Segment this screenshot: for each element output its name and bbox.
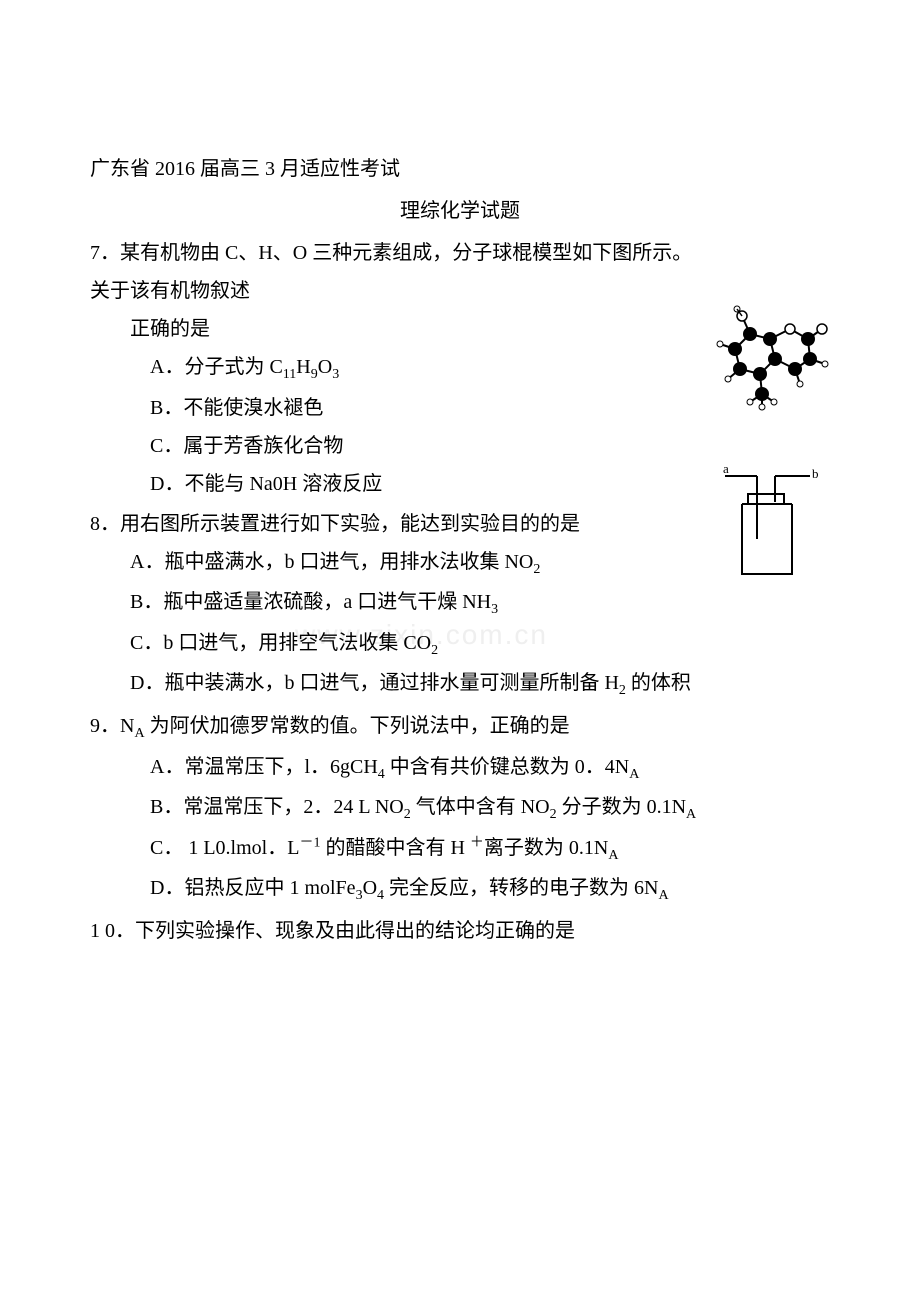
subscript: 3	[332, 367, 339, 382]
subscript: 2	[550, 807, 557, 822]
q8-option-c: C．b 口进气，用排空气法收集 CO2	[90, 624, 830, 665]
text-fragment: 的醋酸中含有 H	[320, 837, 469, 859]
text-fragment: H	[296, 356, 310, 378]
exam-title: 广东省 2016 届高三 3 月适应性考试	[90, 150, 830, 188]
label-a: a	[723, 464, 729, 476]
subscript: 4	[377, 888, 384, 903]
text-fragment: 为阿伏加德罗常数的值。下列说法中，正确的是	[145, 715, 570, 737]
subscript: 2	[404, 807, 411, 822]
q9-option-a: A．常温常压下，l．6gCH4 中含有共价键总数为 0．4NA	[90, 748, 830, 789]
question-7: 7．某有机物由 C、H、O 三种元素组成，分子球棍模型如下图所示。 关于该有机物…	[90, 234, 830, 503]
subscript: 4	[378, 767, 385, 782]
text-fragment: O	[318, 356, 332, 378]
subscript: A	[686, 807, 696, 822]
text-fragment: 分子数为 0.1N	[557, 796, 686, 818]
subscript: 2	[619, 683, 626, 698]
q8-stem: 8．用右图所示装置进行如下实验，能达到实验目的的是	[90, 505, 830, 543]
q9-option-c: C． 1 L0.lmol．L－1 的醋酸中含有 H ＋离子数为 0.1NA	[90, 829, 830, 870]
q7-option-d: D．不能与 Na0H 溶液反应	[90, 465, 830, 503]
label-b: b	[812, 466, 819, 481]
superscript: －1	[299, 835, 320, 850]
exam-subtitle: 理综化学试题	[90, 192, 830, 230]
text-fragment: A．分子式为 C	[150, 356, 283, 378]
q10-stem: 1 0．下列实验操作、现象及由此得出的结论均正确的是	[90, 912, 830, 950]
text-fragment: O	[363, 877, 377, 899]
question-10: 1 0．下列实验操作、现象及由此得出的结论均正确的是	[90, 912, 830, 950]
subscript: A	[134, 726, 144, 741]
q9-option-d: D．铝热反应中 1 molFe3O4 完全反应，转移的电子数为 6NA	[90, 869, 830, 910]
q8-option-d: D．瓶中装满水，b 口进气，通过排水量可测量所制备 H2 的体积	[90, 664, 830, 705]
text-fragment: 离子数为 0.1N	[484, 837, 608, 859]
subscript: 3	[356, 888, 363, 903]
q7-stem-line1: 7．某有机物由 C、H、O 三种元素组成，分子球棍模型如下图所示。	[90, 234, 830, 272]
subscript: 2	[533, 562, 540, 577]
q7-option-c: C．属于芳香族化合物	[90, 427, 830, 465]
molecule-diagram	[700, 294, 840, 414]
subscript: 2	[431, 643, 438, 658]
text-fragment: C．b 口进气，用排空气法收集 CO	[130, 632, 431, 654]
text-fragment: 9．N	[90, 715, 134, 737]
text-fragment: 的体积	[626, 672, 691, 694]
text-fragment: 中含有共价键总数为 0．4N	[385, 756, 629, 778]
text-fragment: D．铝热反应中 1 molFe	[150, 877, 356, 899]
subscript: A	[629, 767, 639, 782]
question-9: 9．NA 为阿伏加德罗常数的值。下列说法中，正确的是 A．常温常压下，l．6gC…	[90, 707, 830, 910]
subscript: 9	[311, 367, 318, 382]
q9-stem: 9．NA 为阿伏加德罗常数的值。下列说法中，正确的是	[90, 707, 830, 748]
text-fragment: B．瓶中盛适量浓硫酸，a 口进气干燥 NH	[130, 591, 491, 613]
subscript: 11	[283, 367, 296, 382]
q8-option-b: B．瓶中盛适量浓硫酸，a 口进气干燥 NH3	[90, 583, 830, 624]
text-fragment: A．常温常压下，l．6gCH	[150, 756, 378, 778]
subscript: A	[658, 888, 668, 903]
superscript: ＋	[470, 835, 484, 850]
text-fragment: D．瓶中装满水，b 口进气，通过排水量可测量所制备 H	[130, 672, 619, 694]
text-fragment: 完全反应，转移的电子数为 6N	[384, 877, 658, 899]
text-fragment: 气体中含有 NO	[411, 796, 550, 818]
document-root: www.zixin.com.cn 广东省 2016 届高三 3 月适应性考试 理…	[90, 150, 830, 950]
text-fragment: C． 1 L0.lmol．L	[150, 837, 299, 859]
q9-option-b: B．常温常压下，2．24 L NO2 气体中含有 NO2 分子数为 0.1NA	[90, 788, 830, 829]
question-8: 8．用右图所示装置进行如下实验，能达到实验目的的是 A．瓶中盛满水，b 口进气，…	[90, 505, 830, 705]
subscript: 3	[491, 602, 498, 617]
text-fragment: B．常温常压下，2．24 L NO	[150, 796, 404, 818]
subscript: A	[608, 848, 618, 863]
q8-option-a: A．瓶中盛满水，b 口进气，用排水法收集 NO2	[90, 543, 830, 584]
text-fragment: A．瓶中盛满水，b 口进气，用排水法收集 NO	[130, 551, 533, 573]
